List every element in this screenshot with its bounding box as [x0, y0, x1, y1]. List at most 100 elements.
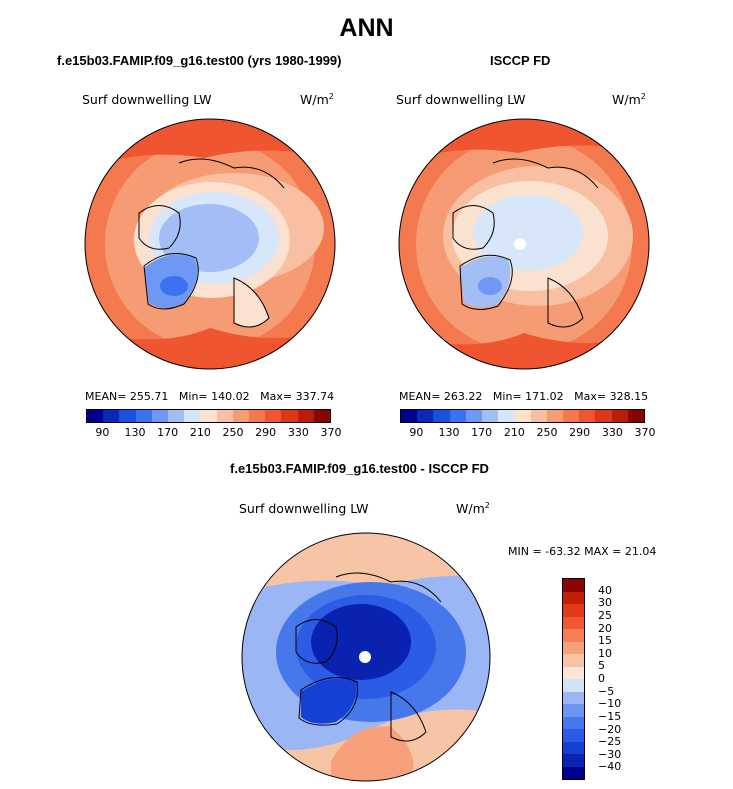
panel3-region-arctic-ocean — [311, 604, 411, 680]
panel2-variable-label: Surf downwelling LW — [396, 92, 526, 107]
panel2-colorbar-tick-label: 130 — [438, 426, 460, 439]
panel2-colorbar-swatch — [401, 410, 418, 422]
panel3-polar-map — [241, 532, 491, 782]
panel3-stats: MIN = -63.32 MAX = 21.04 — [508, 545, 657, 558]
panel3-colorbar-swatch — [563, 616, 584, 629]
panel3-colorbar-tick-label: 5 — [598, 659, 605, 673]
panel2-colorbar-swatch — [595, 410, 612, 422]
panel3-colorbar-swatch — [563, 654, 584, 667]
panel1-colorbar-swatch — [232, 410, 250, 422]
panel1-units-label: W/m2 — [300, 92, 334, 108]
panel2-stats: MEAN= 263.22 Min= 171.02 Max= 328.15 — [399, 390, 649, 403]
panel1-colorbar-swatch — [216, 410, 233, 422]
panel1-colorbar — [86, 409, 331, 423]
panel3-colorbar-tick-label: −20 — [598, 722, 622, 736]
panel2-colorbar-tick-label: 90 — [409, 426, 424, 439]
panel3-pole-hole — [359, 651, 371, 663]
panel2-units-label: W/m2 — [612, 92, 646, 108]
panel3-colorbar-swatch — [563, 579, 584, 592]
panel2-colorbar-swatch — [611, 410, 628, 422]
panel3-colorbar-tick-label: 15 — [598, 634, 612, 648]
panel3-colorbar-tick-label: −5 — [598, 684, 615, 698]
panel1-variable-label: Surf downwelling LW — [82, 92, 212, 107]
panel3-colorbar-swatch — [563, 716, 584, 729]
panel2-colorbar-swatch — [482, 410, 499, 422]
panel3-colorbar-tick-label: −40 — [598, 760, 622, 774]
panel2-colorbar-tick-label: 290 — [569, 426, 591, 439]
panel2-colorbar-swatch — [465, 410, 483, 422]
panel2-colorbar-swatch — [449, 410, 466, 422]
panel3-colorbar-swatch — [563, 629, 584, 642]
figure-title: ANN — [339, 14, 394, 42]
panel2-colorbar-tick-label: 170 — [471, 426, 493, 439]
panel3-colorbar-tick-label: 30 — [598, 596, 612, 610]
panel1-colorbar-swatch — [265, 410, 282, 422]
panel1-colorbar-swatch — [135, 410, 152, 422]
panel1-colorbar-swatch — [297, 410, 314, 422]
panel3-colorbar-tick-label: 40 — [598, 583, 612, 597]
panel3-colorbar-swatch — [563, 591, 584, 604]
panel1-colorbar-swatch — [313, 410, 331, 422]
panel1-colorbar-swatch — [119, 410, 136, 422]
diff-panel-subtitle: f.e15b03.FAMIP.f09_g16.test00 - ISCCP FD — [230, 461, 489, 476]
panel1-colorbar-swatch — [103, 410, 120, 422]
panel2-colorbar-swatch — [433, 410, 450, 422]
right-panel-subtitle: ISCCP FD — [490, 53, 551, 68]
panel1-colorbar-swatch — [151, 410, 169, 422]
panel2-colorbar-tick-label: 370 — [634, 426, 656, 439]
panel2-colorbar-swatch — [417, 410, 434, 422]
panel2-colorbar-swatch — [563, 410, 580, 422]
panel3-colorbar — [562, 578, 585, 780]
panel1-polar-map — [84, 118, 336, 370]
panel3-colorbar-swatch — [563, 754, 584, 767]
panel2-colorbar-swatch — [627, 410, 645, 422]
panel1-colorbar-swatch — [200, 410, 217, 422]
panel1-colorbar-tick-label: 90 — [95, 426, 110, 439]
panel3-variable-label: Surf downwelling LW — [239, 501, 369, 516]
panel3-colorbar-tick-label: −10 — [598, 697, 622, 711]
left-panel-subtitle: f.e15b03.FAMIP.f09_g16.test00 (yrs 1980-… — [57, 53, 342, 68]
panel1-colorbar-tick-label: 170 — [157, 426, 179, 439]
panel2-region-arctic-ocean — [473, 195, 583, 271]
panel1-colorbar-tick-label: 290 — [255, 426, 277, 439]
panel2-colorbar — [400, 409, 645, 423]
panel3-colorbar-tick-label: −30 — [598, 747, 622, 761]
panel2-colorbar-swatch — [498, 410, 515, 422]
panel3-colorbar-tick-label: 0 — [598, 672, 605, 685]
panel1-colorbar-tick-label: 370 — [320, 426, 342, 439]
panel1-colorbar-tick-label: 210 — [189, 426, 211, 439]
panel1-colorbar-tick-label: 250 — [222, 426, 244, 439]
panel3-colorbar-swatch — [563, 741, 584, 754]
panel1-stats: MEAN= 255.71 Min= 140.02 Max= 337.74 — [85, 390, 335, 403]
panel3-colorbar-swatch — [563, 679, 584, 692]
panel3-colorbar-swatch — [563, 729, 584, 742]
panel3-units-label: W/m2 — [456, 501, 490, 517]
panel3-colorbar-tick-label: 10 — [598, 646, 612, 660]
panel1-colorbar-swatch — [249, 410, 266, 422]
panel3-colorbar-tick-label: −25 — [598, 735, 622, 749]
panel2-polar-map — [398, 118, 650, 370]
panel1-colorbar-swatch — [87, 410, 104, 422]
panel3-colorbar-swatch — [563, 641, 584, 654]
panel1-colorbar-tick-label: 130 — [124, 426, 146, 439]
panel2-colorbar-swatch — [514, 410, 531, 422]
panel2-pole-hole — [514, 238, 526, 250]
panel1-colorbar-swatch — [281, 410, 298, 422]
panel1-colorbar-swatch — [168, 410, 185, 422]
panel2-colorbar-tick-label: 210 — [503, 426, 525, 439]
panel3-colorbar-swatch — [563, 766, 584, 779]
panel3-colorbar-tick-label: −15 — [598, 709, 622, 723]
panel3-colorbar-swatch — [563, 666, 584, 679]
panel2-colorbar-swatch — [579, 410, 596, 422]
panel3-colorbar-tick-label: 25 — [598, 608, 612, 622]
panel2-colorbar-tick-label: 250 — [536, 426, 558, 439]
panel2-colorbar-swatch — [546, 410, 564, 422]
panel2-colorbar-tick-label: 330 — [601, 426, 623, 439]
panel1-colorbar-tick-label: 330 — [287, 426, 309, 439]
panel3-colorbar-swatch — [563, 691, 584, 704]
panel3-colorbar-swatch — [563, 604, 584, 617]
panel3-region-greenland — [301, 678, 357, 724]
panel1-colorbar-swatch — [184, 410, 201, 422]
panel3-colorbar-swatch — [563, 704, 584, 717]
panel2-colorbar-swatch — [530, 410, 547, 422]
